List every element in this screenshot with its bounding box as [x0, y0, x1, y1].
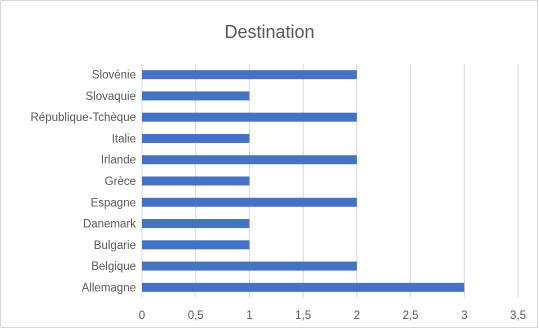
x-tick-label: 2: [354, 310, 360, 322]
x-tick-label: 0: [139, 310, 145, 322]
x-tick-label: 0,5: [188, 310, 204, 322]
x-tick-label: 1: [246, 310, 252, 322]
x-tick-label: 1,5: [295, 310, 311, 322]
bar: [142, 219, 250, 229]
category-label: Italie: [112, 133, 136, 145]
x-tick-label: 2,5: [403, 310, 419, 322]
category-label: République-Tchèque: [31, 112, 137, 124]
category-label: Irlande: [101, 155, 136, 167]
category-label: Espagne: [91, 197, 136, 209]
bar: [142, 282, 465, 292]
bar: [142, 240, 250, 250]
chart-title: Destination: [224, 22, 315, 42]
category-label: Bulgarie: [94, 240, 136, 252]
category-label: Allemagne: [82, 282, 136, 294]
bars: [142, 70, 465, 292]
bar: [142, 112, 357, 122]
category-label: Belgique: [91, 261, 136, 273]
category-label: Grèce: [105, 176, 136, 188]
category-label: Slovaquie: [85, 91, 136, 103]
x-tick-labels: 0 0,5 1 1,5 2 2,5 3 3,5: [139, 310, 526, 322]
category-label: Danemark: [83, 219, 136, 231]
bar: [142, 261, 357, 271]
bar: [142, 91, 250, 101]
bar: [142, 155, 357, 165]
category-labels: Slovénie Slovaquie République-Tchèque Itali…: [31, 70, 137, 295]
x-tick-label: 3: [461, 310, 467, 322]
bar: [142, 133, 250, 143]
category-label: Slovénie: [92, 70, 136, 82]
bar: [142, 70, 357, 80]
x-tick-label: 3,5: [510, 310, 526, 322]
bar: [142, 197, 357, 207]
bar: [142, 176, 250, 186]
